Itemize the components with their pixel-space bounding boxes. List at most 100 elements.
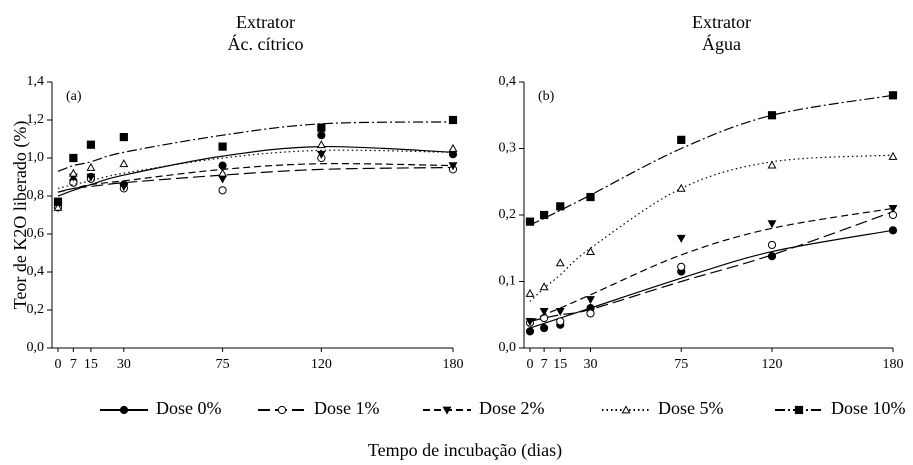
data-point <box>555 258 565 267</box>
trend-line <box>57 121 454 172</box>
data-point <box>53 202 63 211</box>
data-point <box>888 151 898 160</box>
chart-title: Extrator <box>236 12 295 32</box>
data-point <box>218 142 227 151</box>
x-tick-label: 0 <box>55 357 62 372</box>
data-point <box>676 234 686 243</box>
data-point <box>218 161 227 170</box>
data-point <box>767 220 777 229</box>
x-tick-label: 0 <box>527 357 534 372</box>
y-tick-label: 0,2 <box>27 302 45 317</box>
y-tick-label: 0,6 <box>27 226 45 241</box>
data-point <box>525 327 535 336</box>
data-point <box>677 135 686 144</box>
x-tick-label: 180 <box>443 357 464 372</box>
data-point <box>53 197 63 206</box>
trend-line <box>529 229 894 329</box>
data-point <box>555 308 565 317</box>
y-tick-label: 0,8 <box>27 188 45 203</box>
data-point <box>448 143 458 152</box>
trend-line <box>529 154 894 302</box>
data-point <box>586 246 595 255</box>
data-point <box>448 162 458 171</box>
trend-line <box>529 211 894 322</box>
data-point <box>539 282 549 291</box>
trend-line <box>57 162 454 193</box>
data-point <box>676 183 686 192</box>
trend-line <box>57 145 454 197</box>
data-point <box>218 175 228 184</box>
chart-subtitle: Água <box>702 33 741 54</box>
data-point <box>218 186 227 195</box>
x-tick-label: 180 <box>883 357 904 372</box>
legend-marker <box>794 405 804 415</box>
x-tick-label: 7 <box>70 357 77 372</box>
data-point <box>586 309 595 318</box>
y-tick-label: 0,4 <box>499 74 517 89</box>
x-tick-label: 120 <box>311 357 332 372</box>
legend-marker <box>621 405 631 414</box>
trend-line <box>57 149 454 189</box>
data-point <box>68 168 78 177</box>
y-tick-label: 1,2 <box>27 112 45 127</box>
data-point <box>317 123 326 132</box>
legend-label: Dose 2% <box>479 398 545 418</box>
data-point <box>86 140 96 149</box>
data-point <box>767 111 777 120</box>
data-point <box>317 131 326 140</box>
data-point <box>525 217 535 226</box>
x-tick-label: 15 <box>84 357 98 372</box>
trend-line <box>529 94 894 226</box>
data-point <box>888 226 898 235</box>
data-point <box>448 115 458 125</box>
legend-marker <box>277 405 287 415</box>
data-point <box>316 150 326 159</box>
data-point <box>540 210 549 220</box>
data-point <box>556 202 565 211</box>
legend-marker <box>119 405 129 415</box>
x-tick-label: 7 <box>541 357 548 372</box>
data-point <box>767 240 777 250</box>
y-tick-label: 1,0 <box>27 150 45 165</box>
chart-subtitle: Ác. cítrico <box>228 33 304 54</box>
x-tick-label: 30 <box>117 357 131 372</box>
chart-title: Extrator <box>692 12 751 32</box>
data-point <box>539 308 549 317</box>
data-point <box>86 162 96 171</box>
data-point <box>525 288 535 297</box>
legend-marker <box>442 406 452 415</box>
legend-label: Dose 1% <box>314 398 380 418</box>
legend-label: Dose 10% <box>831 398 906 418</box>
y-tick-label: 0,1 <box>499 274 517 289</box>
y-tick-label: 0,0 <box>499 340 517 355</box>
data-point <box>69 153 78 163</box>
data-point <box>86 173 96 182</box>
x-axis-label: Tempo de incubação (dias) <box>368 440 562 461</box>
x-tick-label: 75 <box>216 357 230 372</box>
data-point <box>586 192 595 202</box>
panel-label: (a) <box>66 89 82 104</box>
data-point <box>767 160 777 169</box>
y-tick-label: 0,0 <box>27 340 45 355</box>
data-point <box>119 183 129 192</box>
x-tick-label: 75 <box>674 357 688 372</box>
trend-line <box>529 207 894 322</box>
data-point <box>540 323 549 333</box>
data-point <box>888 91 898 100</box>
legend-label: Dose 0% <box>156 398 222 418</box>
x-tick-label: 120 <box>762 357 783 372</box>
panel-label: (b) <box>538 89 555 104</box>
data-point <box>119 133 128 142</box>
x-tick-label: 15 <box>553 357 567 372</box>
data-point <box>586 296 595 305</box>
data-point <box>556 317 565 326</box>
y-tick-label: 0,4 <box>27 264 45 279</box>
y-tick-label: 0,3 <box>499 141 517 156</box>
data-point <box>888 204 898 213</box>
y-tick-label: 0,2 <box>499 207 517 222</box>
data-point <box>119 159 129 168</box>
x-tick-label: 30 <box>584 357 598 372</box>
y-tick-label: 1,4 <box>27 74 45 89</box>
